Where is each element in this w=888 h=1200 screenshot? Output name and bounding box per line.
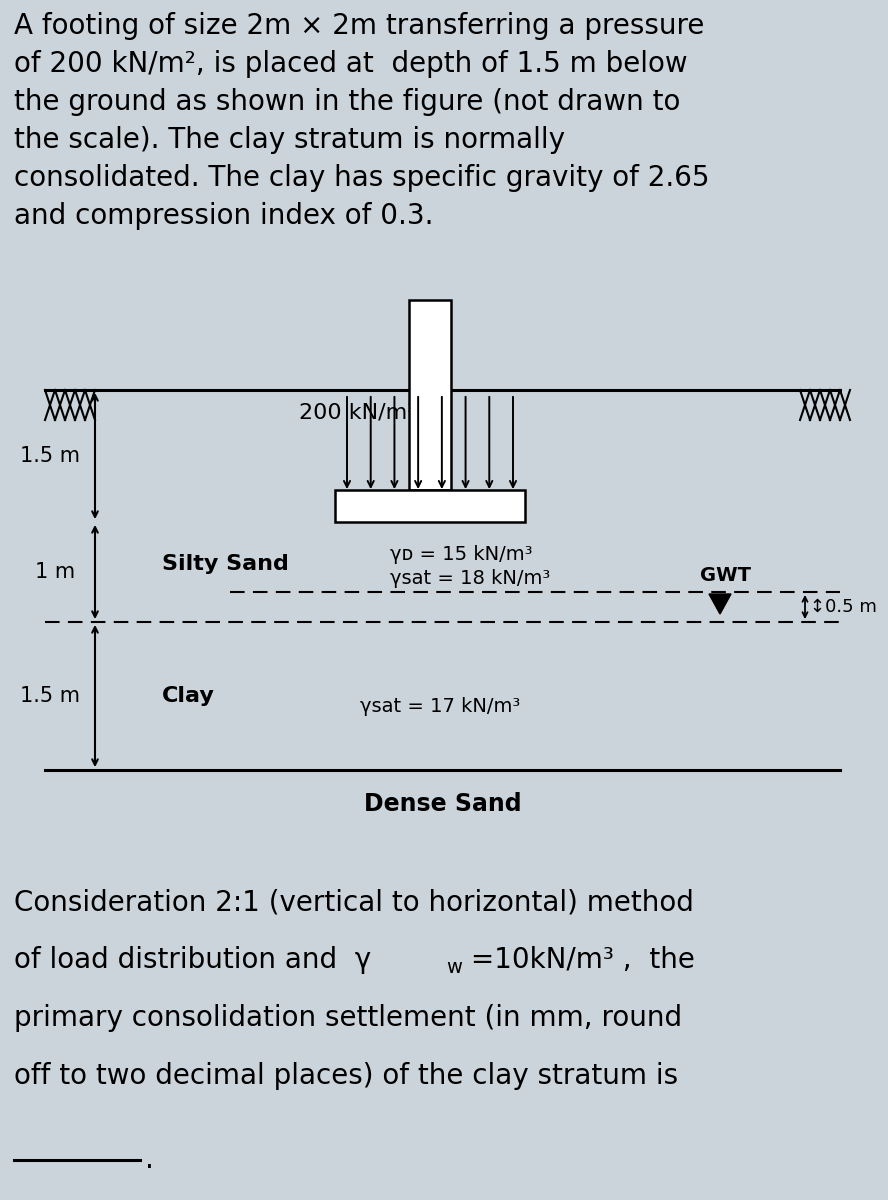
Text: Clay: Clay xyxy=(162,686,215,706)
Text: =10kN/m³ ,  the: =10kN/m³ , the xyxy=(462,946,695,974)
Text: Dense Sand: Dense Sand xyxy=(364,792,521,816)
Bar xyxy=(409,300,451,490)
Text: 1.5 m: 1.5 m xyxy=(20,446,80,466)
Text: GWT: GWT xyxy=(700,566,751,584)
Text: off to two decimal places) of the clay stratum is: off to two decimal places) of the clay s… xyxy=(14,1062,678,1090)
Text: Silty Sand: Silty Sand xyxy=(162,554,289,574)
Text: and compression index of 0.3.: and compression index of 0.3. xyxy=(14,202,433,230)
Text: the scale). The clay stratum is normally: the scale). The clay stratum is normally xyxy=(14,126,565,154)
Text: 1 m: 1 m xyxy=(35,562,75,582)
Text: .: . xyxy=(145,1146,154,1174)
Text: A footing of size 2m × 2m transferring a pressure: A footing of size 2m × 2m transferring a… xyxy=(14,12,704,40)
Text: primary consolidation settlement (in mm, round: primary consolidation settlement (in mm,… xyxy=(14,1004,682,1032)
Text: γᴅ = 15 kN/m³: γᴅ = 15 kN/m³ xyxy=(390,545,533,564)
Text: w: w xyxy=(446,958,462,977)
Text: 200 kN/m²: 200 kN/m² xyxy=(299,402,416,422)
Text: consolidated. The clay has specific gravity of 2.65: consolidated. The clay has specific grav… xyxy=(14,164,710,192)
Text: γsat = 17 kN/m³: γsat = 17 kN/m³ xyxy=(360,696,520,715)
Text: Consideration 2:1 (vertical to horizontal) method: Consideration 2:1 (vertical to horizonta… xyxy=(14,888,694,916)
Text: the ground as shown in the figure (not drawn to: the ground as shown in the figure (not d… xyxy=(14,88,680,116)
Text: γsat = 18 kN/m³: γsat = 18 kN/m³ xyxy=(390,569,551,588)
Text: 1.5 m: 1.5 m xyxy=(20,686,80,706)
Polygon shape xyxy=(709,594,731,614)
Text: ↕0.5 m: ↕0.5 m xyxy=(810,598,876,616)
Text: of load distribution and  γ: of load distribution and γ xyxy=(14,946,371,974)
Text: of 200 kN/m², is placed at  depth of 1.5 m below: of 200 kN/m², is placed at depth of 1.5 … xyxy=(14,50,687,78)
Bar xyxy=(335,490,525,522)
